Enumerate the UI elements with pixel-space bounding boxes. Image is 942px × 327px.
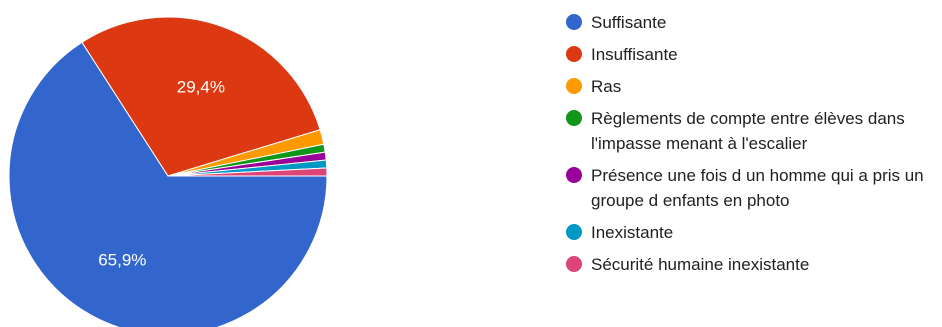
legend-swatch-icon	[566, 256, 582, 272]
legend-swatch-icon	[566, 78, 582, 94]
legend-label: Présence une fois d un homme qui a pris …	[591, 166, 924, 210]
pie-slice-7[interactable]	[167, 167, 328, 177]
slice-label-1: 65,9%	[98, 251, 146, 270]
legend-label: Suffisante	[591, 13, 667, 32]
legend-item-2[interactable]: Insuffisante	[566, 42, 942, 67]
legend-item-3[interactable]: Ras	[566, 74, 942, 99]
legend-item-7[interactable]: Sécurité humaine inexistante	[566, 252, 942, 277]
legend-item-4[interactable]: Règlements de compte entre élèves dans l…	[566, 106, 942, 156]
legend-swatch-icon	[566, 110, 582, 126]
legend-label: Règlements de compte entre élèves dans l…	[591, 109, 905, 153]
legend-label: Insuffisante	[591, 45, 678, 64]
legend-swatch-icon	[566, 167, 582, 183]
slice-label-2: 29,4%	[177, 77, 225, 96]
legend-item-6[interactable]: Inexistante	[566, 220, 942, 245]
legend-swatch-icon	[566, 46, 582, 62]
legend: Suffisante Insuffisante Ras Règlements de c…	[566, 10, 942, 284]
legend-item-5[interactable]: Présence une fois d un homme qui a pris …	[566, 163, 942, 213]
legend-label: Inexistante	[591, 223, 674, 242]
legend-label: Sécurité humaine inexistante	[591, 255, 810, 274]
legend-item-1[interactable]: Suffisante	[566, 10, 942, 35]
pie-chart: 65,9% 29,4%	[8, 16, 328, 327]
pie-slice-1[interactable]	[8, 41, 328, 327]
legend-swatch-icon	[566, 14, 582, 30]
legend-swatch-icon	[566, 224, 582, 240]
pie-slice-2[interactable]	[81, 16, 321, 177]
legend-label: Ras	[591, 77, 622, 96]
